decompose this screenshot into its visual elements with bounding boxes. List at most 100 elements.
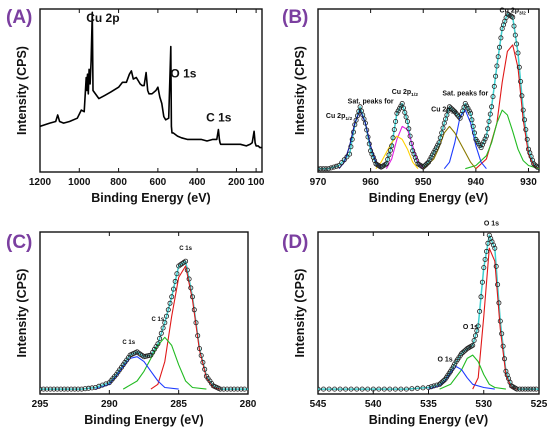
data-point	[465, 105, 471, 111]
data-point	[403, 386, 409, 392]
data-point	[482, 256, 488, 262]
data-point	[376, 386, 382, 392]
x-tick-label: 930	[520, 177, 537, 188]
peak-annotation: Cu 2p3/2	[500, 7, 527, 16]
data-point	[221, 386, 227, 392]
data-point	[483, 248, 489, 254]
data-point	[519, 93, 525, 99]
data-point	[520, 107, 526, 113]
data-point	[86, 385, 92, 391]
x-tick-label: 540	[365, 399, 382, 410]
series-line-5	[422, 125, 477, 170]
data-point	[420, 385, 426, 391]
data-point	[366, 141, 372, 147]
data-point	[89, 385, 95, 391]
x-tick-label: 950	[415, 177, 432, 188]
data-point	[41, 386, 47, 392]
data-point	[387, 147, 393, 153]
data-point	[356, 108, 362, 114]
data-point	[72, 386, 78, 392]
series-line-1	[40, 260, 248, 390]
x-tick-label: 100	[248, 177, 265, 188]
data-point	[431, 383, 437, 389]
x-tick-label: 800	[110, 177, 127, 188]
series-line-6	[385, 125, 424, 170]
data-point	[448, 105, 454, 111]
data-point	[407, 133, 413, 139]
data-point	[479, 279, 485, 285]
series-line-3	[122, 336, 207, 390]
data-point	[479, 142, 485, 148]
data-point	[157, 335, 163, 341]
data-point	[516, 64, 522, 70]
data-point	[395, 108, 401, 114]
panel-label: (C)	[6, 232, 32, 253]
plot-frame	[39, 231, 249, 395]
data-point	[158, 330, 164, 336]
x-tick-label: 280	[240, 399, 257, 410]
data-point	[318, 166, 324, 172]
data-point	[414, 385, 420, 391]
data-point	[169, 294, 175, 300]
data-point	[186, 276, 192, 282]
data-point	[478, 145, 484, 151]
plot-area	[40, 11, 262, 149]
data-point	[425, 159, 431, 165]
data-point	[485, 126, 491, 132]
data-point	[200, 359, 206, 365]
data-point	[464, 103, 470, 109]
x-tick-label: 600	[150, 177, 167, 188]
plot-area	[40, 258, 248, 392]
x-tick-label: 200	[228, 177, 245, 188]
data-point	[364, 127, 370, 133]
data-point	[354, 113, 360, 119]
data-point	[162, 320, 168, 326]
series-line-2	[150, 265, 221, 390]
data-point	[411, 151, 417, 157]
data-point	[75, 386, 81, 392]
data-point	[422, 163, 428, 169]
data-point	[352, 122, 358, 128]
data-point	[436, 140, 442, 146]
data-point	[466, 108, 472, 114]
data-point	[481, 265, 487, 271]
data-point	[485, 240, 491, 246]
data-point	[450, 108, 456, 114]
plot-frame	[39, 8, 263, 173]
data-point	[336, 162, 342, 168]
data-point	[468, 110, 474, 116]
data-point	[318, 386, 321, 392]
data-point	[514, 41, 520, 47]
series-line-4	[428, 365, 495, 390]
x-tick-label: 1200	[29, 177, 52, 188]
data-point	[531, 161, 537, 167]
data-point	[228, 386, 234, 392]
data-point	[82, 386, 88, 392]
peak-annotation: C 1s	[206, 110, 232, 124]
data-point	[189, 294, 195, 300]
data-point	[486, 119, 492, 125]
data-point	[320, 386, 326, 392]
x-tick-label: 535	[420, 399, 437, 410]
data-point	[172, 278, 178, 284]
data-point	[198, 352, 204, 358]
data-point	[344, 154, 350, 160]
data-point	[79, 386, 85, 392]
data-point	[44, 386, 50, 392]
series-line-2	[472, 247, 518, 390]
data-point	[195, 333, 201, 339]
data-point	[369, 151, 375, 157]
data-point	[370, 154, 376, 160]
data-point	[402, 110, 408, 116]
series-line-8	[338, 109, 382, 170]
data-point	[535, 165, 539, 170]
data-point	[399, 101, 405, 107]
series-line-3	[465, 109, 539, 170]
data-point	[427, 157, 433, 163]
plot-area	[318, 11, 539, 172]
data-point	[349, 136, 355, 142]
x-tick-label: 1000	[68, 177, 91, 188]
data-point	[525, 386, 531, 392]
data-point	[165, 307, 171, 313]
